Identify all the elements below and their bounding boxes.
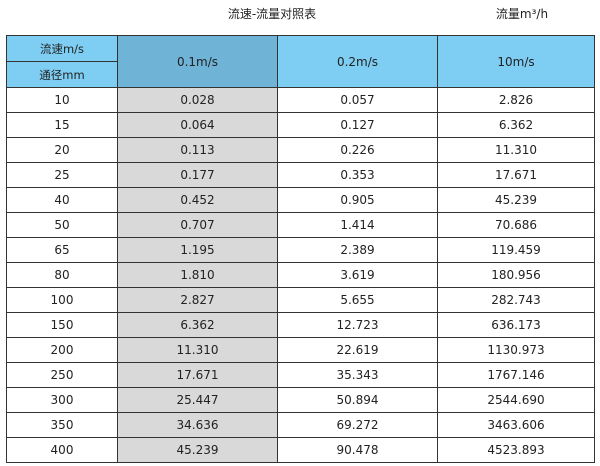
column-header-0-2: 0.2m/s <box>277 35 438 88</box>
flow-cell: 6.362 <box>117 312 278 338</box>
diameter-cell: 200 <box>6 337 118 363</box>
table-row: 25 0.177 0.353 17.671 <box>6 162 595 188</box>
flow-cell: 1.414 <box>277 212 438 238</box>
flow-cell: 11.310 <box>117 337 278 363</box>
table-title: 流速-流量对照表 <box>227 7 317 21</box>
diameter-cell: 300 <box>6 387 118 413</box>
flow-cell: 1767.146 <box>437 362 595 388</box>
table-row: 200 11.310 22.619 1130.973 <box>6 337 595 363</box>
table-row: 80 1.810 3.619 180.956 <box>6 262 595 288</box>
flow-cell: 0.064 <box>117 112 278 138</box>
flow-cell: 1.810 <box>117 262 278 288</box>
flow-cell: 2.389 <box>277 237 438 263</box>
diameter-cell: 10 <box>6 87 118 113</box>
flow-cell: 0.177 <box>117 162 278 188</box>
table-row: 100 2.827 5.655 282.743 <box>6 287 595 313</box>
diameter-cell: 50 <box>6 212 118 238</box>
flow-cell: 3.619 <box>277 262 438 288</box>
flow-cell: 1.195 <box>117 237 278 263</box>
column-header-0-1: 0.1m/s <box>117 35 278 88</box>
flow-cell: 0.113 <box>117 137 278 163</box>
flow-cell: 50.894 <box>277 387 438 413</box>
flow-cell: 0.028 <box>117 87 278 113</box>
flow-cell: 0.707 <box>117 212 278 238</box>
diameter-cell: 350 <box>6 412 118 438</box>
flow-cell: 22.619 <box>277 337 438 363</box>
diameter-cell: 250 <box>6 362 118 388</box>
flow-cell: 0.226 <box>277 137 438 163</box>
table-row: 15 0.064 0.127 6.362 <box>6 112 595 138</box>
diameter-cell: 40 <box>6 187 118 213</box>
table-row: 10 0.028 0.057 2.826 <box>6 87 595 113</box>
flow-cell: 2.826 <box>437 87 595 113</box>
flow-cell: 3463.606 <box>437 412 595 438</box>
diameter-cell: 65 <box>6 237 118 263</box>
flow-table: 流速m/s 0.1m/s 0.2m/s 10m/s 通径mm 10 0.028 0.… <box>6 35 595 463</box>
diameter-cell: 80 <box>6 262 118 288</box>
table-row: 50 0.707 1.414 70.686 <box>6 212 595 238</box>
flow-cell: 6.362 <box>437 112 595 138</box>
flow-cell: 2544.690 <box>437 387 595 413</box>
table-row: 400 45.239 90.478 4523.893 <box>6 437 595 463</box>
flow-cell: 12.723 <box>277 312 438 338</box>
speed-header: 流速m/s <box>6 35 118 62</box>
flow-cell: 1130.973 <box>437 337 595 363</box>
diameter-cell: 100 <box>6 287 118 313</box>
flow-cell: 11.310 <box>437 137 595 163</box>
flow-cell: 35.343 <box>277 362 438 388</box>
flow-cell: 0.057 <box>277 87 438 113</box>
table-row: 20 0.113 0.226 11.310 <box>6 137 595 163</box>
flow-cell: 34.636 <box>117 412 278 438</box>
diameter-header: 通径mm <box>6 61 118 88</box>
flow-cell: 90.478 <box>277 437 438 463</box>
flow-cell: 0.353 <box>277 162 438 188</box>
table-row: 40 0.452 0.905 45.239 <box>6 187 595 213</box>
flow-cell: 636.173 <box>437 312 595 338</box>
table-row: 65 1.195 2.389 119.459 <box>6 237 595 263</box>
diameter-cell: 15 <box>6 112 118 138</box>
flow-cell: 25.447 <box>117 387 278 413</box>
flow-cell: 69.272 <box>277 412 438 438</box>
unit-label: 流量m³/h <box>495 7 549 21</box>
diameter-cell: 150 <box>6 312 118 338</box>
diameter-cell: 400 <box>6 437 118 463</box>
column-header-10: 10m/s <box>437 35 595 88</box>
flow-cell: 45.239 <box>117 437 278 463</box>
flow-cell: 119.459 <box>437 237 595 263</box>
flow-cell: 0.905 <box>277 187 438 213</box>
flow-cell: 17.671 <box>117 362 278 388</box>
table-row: 300 25.447 50.894 2544.690 <box>6 387 595 413</box>
table-row: 150 6.362 12.723 636.173 <box>6 312 595 338</box>
flow-cell: 180.956 <box>437 262 595 288</box>
flow-cell: 70.686 <box>437 212 595 238</box>
diameter-cell: 20 <box>6 137 118 163</box>
table-row: 250 17.671 35.343 1767.146 <box>6 362 595 388</box>
flow-cell: 5.655 <box>277 287 438 313</box>
flow-cell: 2.827 <box>117 287 278 313</box>
flow-cell: 282.743 <box>437 287 595 313</box>
table-row: 350 34.636 69.272 3463.606 <box>6 412 595 438</box>
flow-cell: 0.452 <box>117 187 278 213</box>
flow-cell: 0.127 <box>277 112 438 138</box>
flow-cell: 45.239 <box>437 187 595 213</box>
flow-cell: 4523.893 <box>437 437 595 463</box>
flow-cell: 17.671 <box>437 162 595 188</box>
diameter-cell: 25 <box>6 162 118 188</box>
